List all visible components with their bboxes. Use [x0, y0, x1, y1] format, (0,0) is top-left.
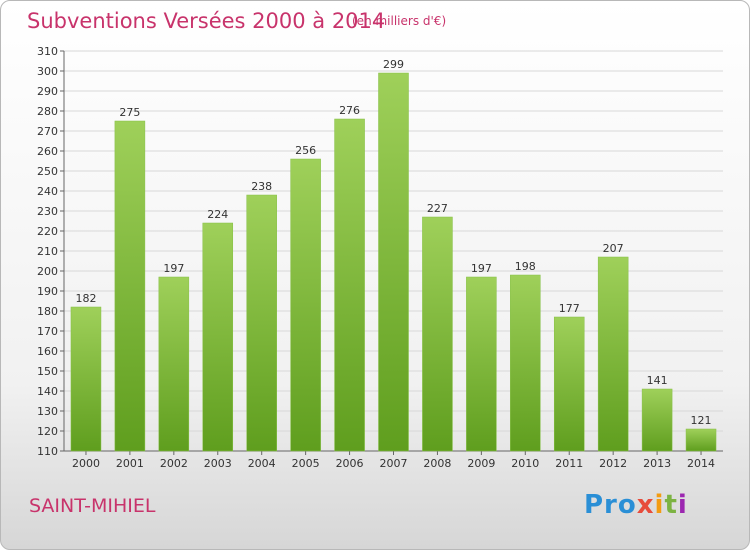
- bar: [114, 120, 146, 452]
- y-tick-label: 210: [37, 245, 58, 258]
- chart-title: Subventions Versées 2000 à 2014: [27, 9, 386, 33]
- bar-value-label: 121: [691, 414, 712, 427]
- bar-value-label: 182: [75, 292, 96, 305]
- bar-value-label: 275: [119, 106, 140, 119]
- y-tick-label: 120: [37, 425, 58, 438]
- bar-value-label: 276: [339, 104, 360, 117]
- bar: [158, 276, 190, 452]
- bar: [466, 276, 497, 452]
- bar: [422, 216, 453, 452]
- logo-part: t: [664, 490, 678, 520]
- bar-value-label: 177: [559, 302, 580, 315]
- y-tick-label: 250: [37, 165, 58, 178]
- y-tick-label: 160: [37, 345, 58, 358]
- y-tick-label: 110: [37, 445, 58, 458]
- bar: [597, 256, 629, 452]
- x-tick-label: 2008: [423, 457, 451, 470]
- y-tick-label: 290: [37, 85, 58, 98]
- logo-part: Pro: [584, 490, 637, 520]
- x-tick-label: 2014: [687, 457, 715, 470]
- bar-value-label: 299: [383, 58, 404, 71]
- y-tick-label: 310: [37, 45, 58, 58]
- bar-value-label: 141: [647, 374, 668, 387]
- bars: [70, 72, 717, 452]
- x-tick-label: 2009: [467, 457, 495, 470]
- y-tick-label: 190: [37, 285, 58, 298]
- bar-value-label: 197: [471, 262, 492, 275]
- bar-value-label: 207: [603, 242, 624, 255]
- bar: [290, 158, 321, 452]
- bar: [202, 222, 234, 452]
- proxiti-logo[interactable]: Proxiti: [584, 490, 688, 520]
- x-tick-label: 2002: [160, 457, 188, 470]
- x-tick-label: 2013: [643, 457, 671, 470]
- y-tick-label: 230: [37, 205, 58, 218]
- bar-value-label: 238: [251, 180, 272, 193]
- y-tick-label: 180: [37, 305, 58, 318]
- bar: [641, 388, 673, 452]
- bar-value-label: 197: [163, 262, 184, 275]
- bar-value-label: 256: [295, 144, 316, 157]
- x-tick-label: 2010: [511, 457, 539, 470]
- y-tick-label: 270: [37, 125, 58, 138]
- bar: [378, 72, 409, 452]
- y-tick-label: 280: [37, 105, 58, 118]
- x-tick-label: 2005: [292, 457, 320, 470]
- y-tick-label: 240: [37, 185, 58, 198]
- y-tick-label: 150: [37, 365, 58, 378]
- city-name: SAINT-MIHIEL: [29, 495, 156, 517]
- bar: [685, 428, 717, 452]
- x-tick-label: 2003: [204, 457, 232, 470]
- bar-value-label: 227: [427, 202, 448, 215]
- y-tick-label: 170: [37, 325, 58, 338]
- x-tick-label: 2001: [116, 457, 144, 470]
- labels: 110 120 130 140 150 160 170 180 190 200 210 220 230 2…: [37, 45, 715, 470]
- bar-value-label: 224: [207, 208, 228, 221]
- y-tick-label: 200: [37, 265, 58, 278]
- x-tick-label: 2011: [555, 457, 583, 470]
- logo-part: i: [654, 490, 665, 520]
- y-tick-label: 260: [37, 145, 58, 158]
- x-tick-label: 2007: [380, 457, 408, 470]
- y-tick-label: 220: [37, 225, 58, 238]
- logo-part: i: [677, 490, 688, 520]
- bar: [510, 274, 541, 452]
- logo-part: x: [636, 490, 655, 520]
- bar-value-label: 198: [515, 260, 536, 273]
- chart-unit: (en milliers d'€): [352, 14, 447, 28]
- y-tick-label: 140: [37, 385, 58, 398]
- y-tick-label: 130: [37, 405, 58, 418]
- x-tick-label: 2006: [336, 457, 364, 470]
- bar: [553, 316, 585, 452]
- bar: [246, 194, 277, 452]
- x-tick-label: 2012: [599, 457, 627, 470]
- x-tick-label: 2004: [248, 457, 276, 470]
- x-tick-label: 2000: [72, 457, 100, 470]
- bar: [334, 118, 365, 452]
- bar: [70, 306, 102, 452]
- y-tick-label: 300: [37, 65, 58, 78]
